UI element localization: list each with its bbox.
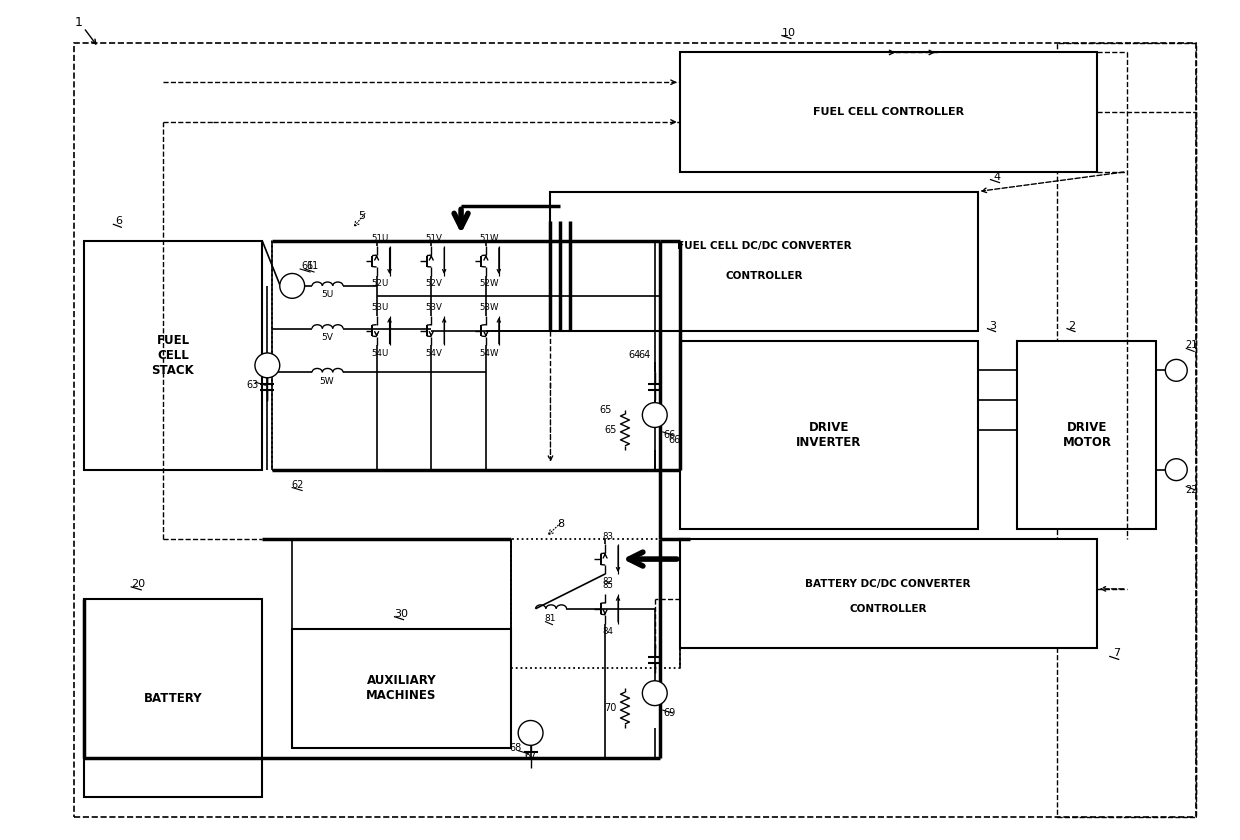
Text: 69: 69 [663, 708, 676, 718]
Circle shape [518, 721, 543, 745]
Bar [1017, 340, 1157, 529]
Text: 63: 63 [247, 381, 259, 391]
Text: 6: 6 [115, 217, 122, 226]
Text: 61: 61 [301, 261, 314, 271]
Circle shape [642, 680, 667, 706]
Text: 65: 65 [599, 405, 611, 415]
Text: CONTROLLER: CONTROLLER [725, 271, 802, 281]
Text: 1: 1 [74, 16, 83, 29]
Text: 53W: 53W [479, 303, 498, 312]
Text: 68: 68 [510, 743, 522, 753]
Text: DRIVE
INVERTER: DRIVE INVERTER [796, 421, 862, 449]
Text: 5V: 5V [321, 333, 332, 342]
Text: 64: 64 [629, 350, 641, 360]
Text: 53U: 53U [371, 303, 388, 312]
Text: 52W: 52W [479, 280, 498, 288]
Text: 81: 81 [544, 614, 557, 623]
Text: 51W: 51W [479, 234, 498, 243]
Text: BATTERY DC/DC CONVERTER: BATTERY DC/DC CONVERTER [806, 579, 971, 589]
Text: AUXILIARY
MACHINES: AUXILIARY MACHINES [366, 675, 436, 702]
Text: 8: 8 [557, 519, 564, 529]
Text: DRIVE
MOTOR: DRIVE MOTOR [1063, 421, 1111, 449]
Bar [680, 340, 977, 529]
Bar [83, 599, 263, 797]
Bar [293, 628, 511, 748]
Text: 66: 66 [663, 430, 676, 440]
Text: 20: 20 [131, 579, 145, 589]
Circle shape [280, 274, 305, 298]
Text: V: V [527, 728, 534, 738]
Text: I: I [290, 281, 294, 291]
Text: 84: 84 [603, 627, 614, 636]
Text: 64: 64 [639, 350, 651, 360]
Text: 5W: 5W [320, 377, 335, 386]
Text: 52U: 52U [371, 280, 388, 288]
Text: 51V: 51V [425, 234, 443, 243]
Text: 82: 82 [603, 577, 614, 586]
Bar [680, 52, 1097, 171]
Text: 61: 61 [306, 261, 319, 271]
Text: 54U: 54U [371, 349, 388, 358]
Text: 70: 70 [604, 703, 616, 713]
Text: 54V: 54V [425, 349, 443, 358]
Circle shape [1166, 360, 1187, 381]
Text: 21: 21 [1185, 340, 1198, 350]
Text: 10: 10 [782, 28, 796, 38]
Text: 22: 22 [1185, 485, 1198, 495]
Text: 53V: 53V [425, 303, 443, 312]
Circle shape [642, 402, 667, 428]
Bar [680, 539, 1097, 648]
Text: 67: 67 [525, 751, 537, 761]
Text: 5U: 5U [321, 291, 334, 299]
Text: 5: 5 [358, 212, 366, 222]
Text: FUEL
CELL
STACK: FUEL CELL STACK [151, 334, 195, 377]
Bar [551, 192, 977, 331]
Text: V: V [651, 410, 658, 420]
Text: 52V: 52V [425, 280, 443, 288]
Text: 4: 4 [994, 171, 1001, 181]
Text: CONTROLLER: CONTROLLER [849, 604, 928, 614]
Text: V: V [264, 360, 272, 370]
Text: 2: 2 [1069, 321, 1075, 331]
Text: 54W: 54W [479, 349, 498, 358]
Text: FUEL CELL DC/DC CONVERTER: FUEL CELL DC/DC CONVERTER [677, 241, 852, 251]
Bar [83, 241, 263, 470]
Text: V: V [651, 688, 658, 698]
Text: 62: 62 [291, 480, 304, 490]
Text: 66: 66 [668, 435, 681, 445]
Text: 7: 7 [1114, 648, 1120, 659]
Text: 30: 30 [394, 609, 408, 619]
Text: 65: 65 [604, 425, 616, 435]
Text: FUEL CELL CONTROLLER: FUEL CELL CONTROLLER [812, 107, 963, 117]
Text: 85: 85 [603, 581, 614, 591]
Circle shape [255, 353, 280, 378]
Text: 83: 83 [603, 532, 614, 541]
Bar [1056, 43, 1197, 817]
Text: 3: 3 [990, 321, 996, 331]
Text: BATTERY: BATTERY [144, 691, 202, 705]
Circle shape [1166, 459, 1187, 480]
Text: 51U: 51U [371, 234, 388, 243]
